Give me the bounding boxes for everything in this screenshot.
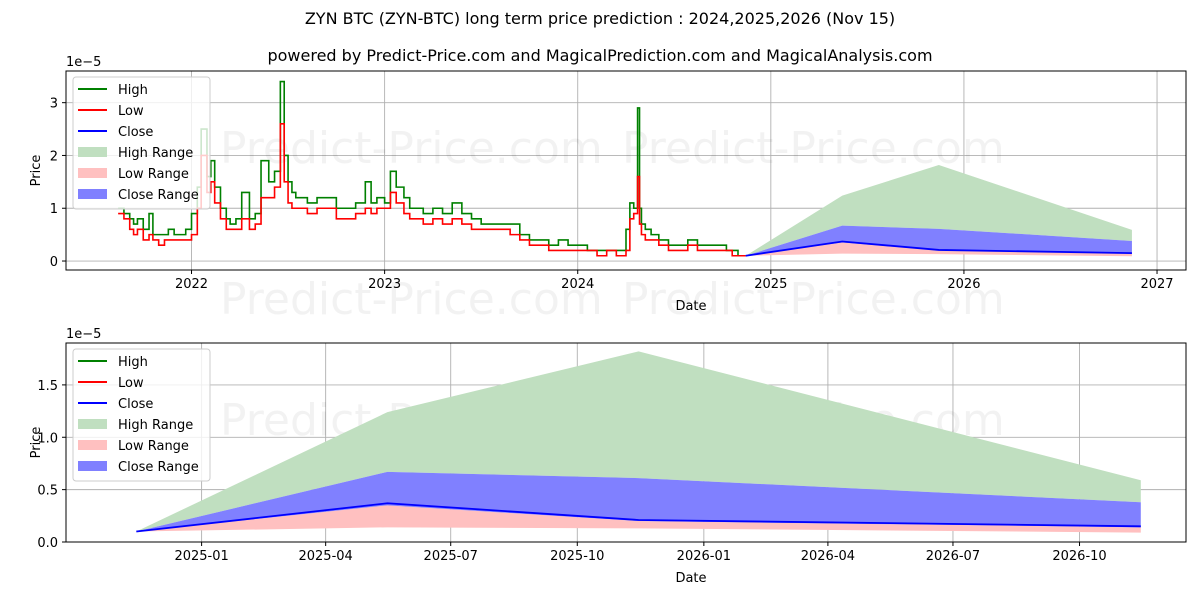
axes-frame	[65, 342, 1187, 543]
legend-item-close-range: Close Range	[78, 460, 199, 475]
legend-label: Low	[118, 376, 144, 391]
legend-item-close: Close	[78, 397, 153, 412]
y-tick-label: 2	[50, 149, 58, 164]
x-tick-label: 2026-01	[677, 549, 731, 564]
y-tick-label: 0.5	[37, 484, 58, 499]
y-axis-label: Price	[29, 427, 44, 459]
legend-item-close-range: Close Range	[78, 188, 199, 203]
close-range-band	[136, 471, 1141, 532]
legend-label: Low Range	[118, 439, 189, 454]
top-axes: Predict-Price.com Predict-Price.com Predic…	[29, 55, 1187, 325]
watermark-text: Predict-Price.com	[220, 274, 603, 325]
legend-label: Close	[118, 125, 153, 140]
low-range-band	[136, 505, 1141, 533]
legend-label: Low	[118, 104, 144, 119]
legend: High Low Close High Range Low Range Close Ran…	[72, 348, 211, 482]
x-tick-label: 2025-07	[424, 549, 478, 564]
bottom-axes: Predict-Price.comPredict-Price.com2025-0…	[29, 327, 1187, 586]
legend-box	[72, 348, 211, 482]
legend-item-low-range: Low Range	[78, 167, 189, 182]
legend-swatch-patch	[78, 440, 107, 450]
legend-swatch-patch	[78, 168, 107, 178]
y-tick-label: 0.0	[37, 536, 58, 551]
legend-box	[72, 76, 211, 210]
legend-item-high-range: High Range	[78, 418, 193, 433]
watermark-text: Predict-Price.com	[622, 123, 1005, 174]
tick-labels: 2025-01 2025-04 2025-07 2025-10 2026-01 2026-…	[37, 379, 1106, 564]
watermark-text: Predict-Price.com	[622, 274, 1005, 325]
plot-area	[136, 351, 1141, 533]
x-tick-label: 2026-04	[801, 549, 855, 564]
y-tick-label: 3	[50, 97, 58, 112]
legend-item-close: Close	[78, 125, 153, 140]
x-tick-label: 2025-01	[174, 549, 228, 564]
legend-swatch-patch	[78, 189, 107, 199]
legend-swatch-patch	[78, 461, 107, 471]
x-tick-label: 2025-04	[298, 549, 352, 564]
legend-label: Close	[118, 397, 153, 412]
tick-labels: 2022 2023 2024 2025 2026 2027 0 1 2 3	[50, 97, 1174, 292]
plot-area	[118, 80, 1132, 257]
legend-label: Close Range	[118, 460, 199, 475]
watermark-text: Predict-Price.com	[220, 123, 603, 174]
legend-swatch-patch	[78, 419, 107, 429]
legend-label: High Range	[118, 418, 193, 433]
legend-item-high: High	[78, 83, 148, 98]
y-scale-label: 1e−5	[66, 327, 101, 342]
legend-item-high: High	[78, 355, 148, 370]
x-tick-label: 2024	[561, 277, 594, 292]
x-tick-label: 2026-10	[1052, 549, 1106, 564]
legend: High Low Close High Range Low Range Close Ran…	[72, 76, 211, 210]
x-tick-label: 2022	[175, 277, 208, 292]
x-tick-label: 2026	[947, 277, 980, 292]
low-line	[118, 122, 746, 257]
legend-item-low-range: Low Range	[78, 439, 189, 454]
legend-label: High	[118, 355, 148, 370]
legend-item-low: Low	[78, 104, 144, 119]
legend-item-high-range: High Range	[78, 146, 193, 161]
chart-subtitle: powered by Predict-Price.com and Magical…	[267, 46, 933, 65]
chart-title: ZYN BTC (ZYN-BTC) long term price predic…	[304, 9, 896, 28]
high-range-band	[745, 164, 1132, 256]
x-tick-label: 2025	[754, 277, 787, 292]
y-tick-label: 0	[50, 255, 58, 270]
y-axis-label: Price	[29, 155, 44, 187]
legend-label: Low Range	[118, 167, 189, 182]
legend-label: High Range	[118, 146, 193, 161]
close-line	[136, 502, 1141, 533]
x-tick-label: 2023	[368, 277, 401, 292]
y-scale-label: 1e−5	[66, 55, 101, 70]
y-tick-label: 1	[50, 202, 58, 217]
legend-swatch-patch	[78, 147, 107, 157]
y-tick-label: 1.5	[37, 379, 58, 394]
y-tick-label: 1.0	[37, 431, 58, 446]
axes-frame	[65, 70, 1187, 271]
legend-label: High	[118, 83, 148, 98]
low-range-band	[745, 242, 1132, 257]
close-range-band	[745, 225, 1132, 256]
x-tick-label: 2025-10	[550, 549, 604, 564]
x-tick-label: 2027	[1140, 277, 1173, 292]
legend-item-low: Low	[78, 376, 144, 391]
close-line	[745, 240, 1132, 257]
x-axis-label: Date	[675, 299, 706, 314]
x-tick-label: 2026-07	[926, 549, 980, 564]
legend-label: Close Range	[118, 188, 199, 203]
high-range-band	[136, 351, 1141, 532]
x-axis-label: Date	[675, 571, 706, 586]
